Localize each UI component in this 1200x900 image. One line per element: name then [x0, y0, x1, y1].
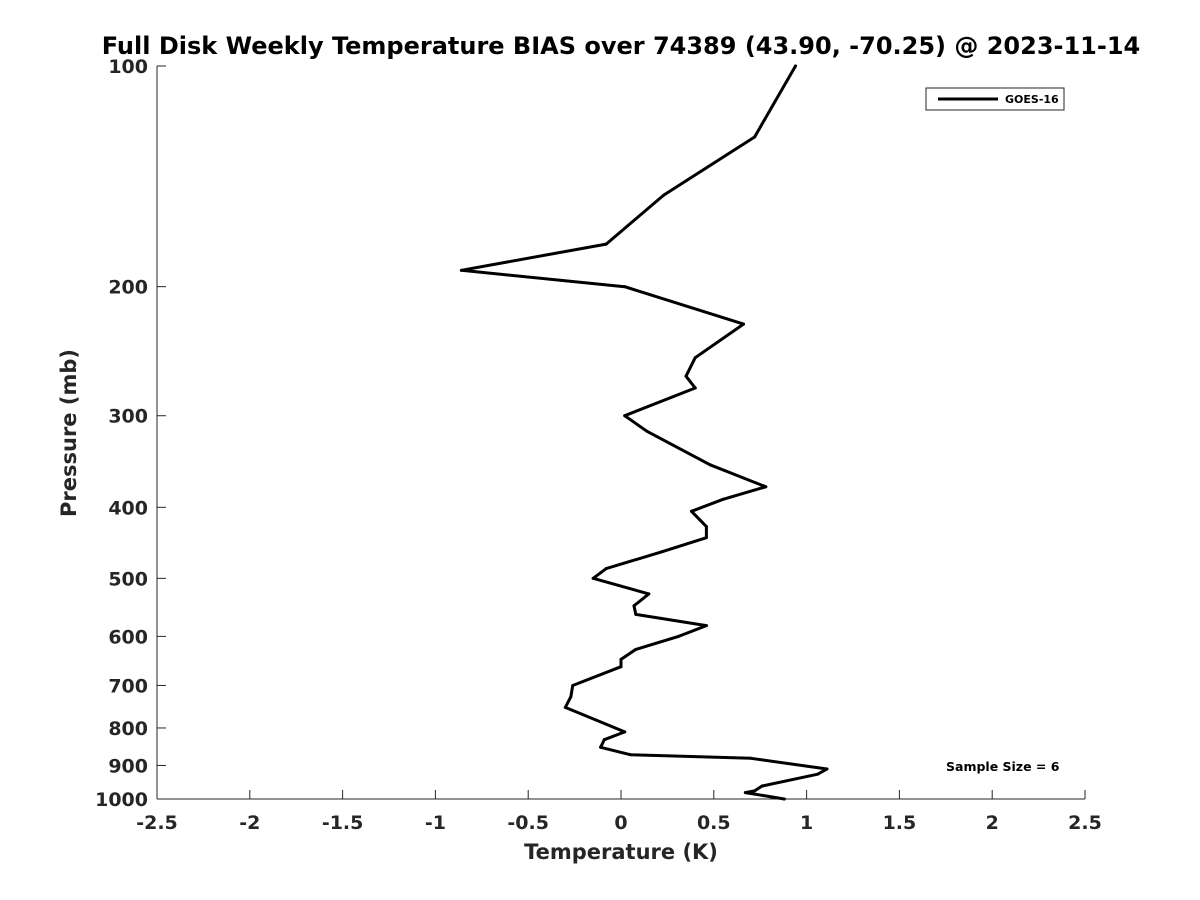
data-point	[634, 612, 638, 616]
data-point	[619, 657, 623, 661]
data-point	[647, 592, 651, 596]
data-point	[662, 193, 666, 197]
data-point	[604, 567, 608, 571]
y-tick-label: 900	[108, 755, 148, 777]
data-point	[693, 356, 697, 360]
x-tick-label: 0	[614, 812, 627, 834]
data-point	[753, 789, 757, 793]
data-point	[704, 536, 708, 540]
y-tick-label: 600	[108, 626, 148, 648]
data-point	[604, 242, 608, 246]
data-point	[623, 730, 627, 734]
y-axis-label: Pressure (mb)	[57, 349, 81, 517]
data-point	[623, 414, 627, 418]
data-point	[660, 550, 664, 554]
x-tick-label: 2.5	[1068, 812, 1102, 834]
y-tick-label: 1000	[95, 789, 148, 811]
x-ticks: -2.5 -2 -1.5 -1 -0.5 0 0.5 1 1.5 2 2.5	[136, 790, 1102, 834]
data-point	[825, 767, 829, 771]
x-tick-label: -1.5	[322, 812, 364, 834]
x-tick-label: 2	[986, 812, 999, 834]
data-point	[753, 135, 757, 139]
data-point	[782, 797, 786, 801]
data-point	[602, 738, 606, 742]
data-point	[816, 772, 820, 776]
data-point	[569, 695, 573, 699]
data-point	[645, 429, 649, 433]
x-tick-label: -2	[239, 812, 260, 834]
x-tick-label: -2.5	[136, 812, 178, 834]
data-point	[459, 268, 463, 272]
legend: GOES-16	[925, 87, 1065, 111]
x-axis-label: Temperature (K)	[524, 840, 718, 864]
y-tick-label: 200	[108, 277, 148, 299]
data-point	[563, 705, 567, 709]
plot-area: -2.5 -2 -1.5 -1 -0.5 0 0.5 1 1.5 2 2.5 100 200 300 40…	[95, 56, 1102, 834]
y-ticks: 100 200 300 400 500 600 700 800 900 1000	[95, 56, 166, 811]
data-point	[571, 683, 575, 687]
y-tick-label: 700	[108, 675, 148, 697]
series-points	[459, 64, 829, 801]
data-point	[741, 322, 745, 326]
data-point	[704, 525, 708, 529]
data-point	[623, 285, 627, 289]
data-point	[693, 386, 697, 390]
data-point	[634, 647, 638, 651]
data-point	[760, 784, 764, 788]
y-tick-label: 300	[108, 406, 148, 428]
y-tick-label: 800	[108, 718, 148, 740]
x-tick-label: -0.5	[507, 812, 549, 834]
y-tick-label: 500	[108, 568, 148, 590]
data-point	[628, 753, 632, 757]
data-point	[599, 745, 603, 749]
x-tick-label: 0.5	[697, 812, 731, 834]
x-tick-label: 1	[800, 812, 813, 834]
data-point	[619, 665, 623, 669]
x-tick-label: 1.5	[883, 812, 917, 834]
chart-title: Full Disk Weekly Temperature BIAS over 7…	[102, 32, 1141, 60]
data-point	[793, 64, 797, 68]
data-point	[749, 756, 753, 760]
data-point	[690, 509, 694, 513]
sample-size-annotation: Sample Size = 6	[946, 759, 1060, 774]
data-point	[704, 624, 708, 628]
y-tick-label: 100	[108, 56, 148, 78]
data-point	[632, 604, 636, 608]
data-point	[764, 485, 768, 489]
data-point	[591, 576, 595, 580]
y-tick-label: 400	[108, 497, 148, 519]
x-tick-label: -1	[425, 812, 446, 834]
data-point	[684, 374, 688, 378]
data-point	[677, 634, 681, 638]
legend-label: GOES-16	[1005, 93, 1059, 106]
data-point	[743, 791, 747, 795]
data-point	[708, 463, 712, 467]
data-point	[721, 497, 725, 501]
